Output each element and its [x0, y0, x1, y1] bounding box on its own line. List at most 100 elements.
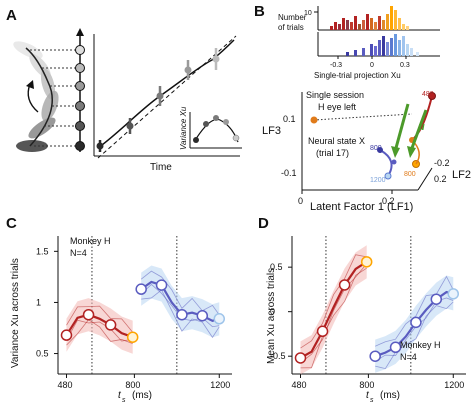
panel-d: D 480 800 1200 -0.5 0 0.5 Mean Xu across tria…	[258, 215, 466, 404]
histogram-x-label: Single-trial projection Xu	[314, 71, 401, 80]
state-trajectory	[25, 47, 53, 147]
lf3-tick: -0.1	[281, 168, 297, 178]
histogram-xtick: 0	[370, 62, 374, 69]
blue-trajectory	[379, 149, 393, 177]
individual-session-line	[66, 319, 133, 342]
data-point	[213, 313, 226, 325]
lf1-tick: 0	[298, 196, 303, 206]
u-vector-arrow	[394, 103, 410, 149]
histogram-y-label-2: of trials	[278, 23, 304, 32]
lf3-tick: 0.1	[283, 114, 296, 124]
projection-dotted-line	[313, 113, 413, 121]
chart-d-y-label: Mean Xu across trials	[266, 268, 277, 364]
data-point	[135, 283, 147, 295]
data-point	[104, 319, 117, 331]
up-arrow-icon	[76, 28, 84, 36]
data-point	[447, 288, 460, 300]
state-ellipse	[28, 117, 56, 139]
data-point	[126, 331, 139, 343]
linear-reference-line	[97, 35, 237, 159]
inset-dot	[213, 115, 219, 121]
rotation-schematic	[13, 41, 59, 152]
data-point	[60, 329, 73, 341]
arrowhead-icon	[391, 146, 400, 158]
chart-d-annotation-n: N=4	[400, 352, 417, 362]
y-tick-label: 0.5	[36, 349, 49, 359]
inset-dot	[223, 119, 229, 125]
histogram-top: 10	[304, 6, 440, 31]
histogram-ytick: 10	[304, 10, 312, 17]
x-tick-label: 480	[57, 380, 72, 390]
data-point	[176, 308, 188, 321]
chart-d-x-label-unit: (ms)	[380, 390, 400, 401]
histogram-y-label-1: Number	[278, 13, 307, 22]
inset-y-label: Variance Xu	[179, 106, 188, 150]
y-tick-label: 1.5	[36, 246, 49, 256]
time-label: 1200	[370, 177, 386, 184]
y-tick-label: 1	[36, 297, 41, 307]
data-point	[196, 309, 209, 322]
lf2-axis	[417, 167, 433, 191]
individual-session-line	[375, 275, 454, 347]
x-tick-label: 1200	[444, 380, 464, 390]
individual-session-line	[66, 319, 133, 346]
y-tick-label: 0.5	[270, 262, 283, 272]
x-axis-label-time: Time	[150, 162, 172, 173]
chart-c-y-label: Variance Xu across trials	[10, 258, 21, 368]
mean-dot	[184, 66, 192, 74]
histogram-bars-blue	[346, 34, 419, 56]
time-label: 480	[422, 91, 434, 98]
state-dot	[75, 121, 85, 131]
variance-inset: Variance Xu	[179, 106, 242, 150]
u-vector-arrow	[410, 109, 428, 149]
neural-state-label: Neural state X	[308, 136, 365, 146]
lf1-tick: 0.2	[382, 196, 395, 206]
trajectory-dot	[391, 159, 397, 165]
x-tick-label: 800	[125, 380, 140, 390]
state-dot	[75, 81, 85, 91]
histogram-bars-red	[330, 6, 409, 30]
data-point	[410, 316, 422, 329]
lf1-label: Latent Factor 1 (LF1)	[310, 201, 413, 213]
panel-a: A	[6, 7, 242, 173]
time-label: 800	[404, 171, 416, 178]
panel-a-time-plot: Time Variance Xu	[93, 34, 242, 173]
series-line	[299, 260, 368, 359]
time-label: 800	[370, 145, 382, 152]
individual-session-line	[300, 254, 367, 349]
trajectory-start-dot	[428, 92, 436, 100]
inset-dot	[203, 121, 209, 127]
lf3-label: LF3	[262, 125, 281, 137]
chart-d-x-label-sub: s	[370, 397, 374, 404]
data-point	[155, 279, 168, 291]
session-label: Single session	[306, 90, 364, 100]
panel-c-label: C	[6, 215, 17, 232]
timeline-dot-column	[75, 28, 85, 152]
chart-d: 480 800 1200 -0.5 0 0.5	[270, 236, 466, 390]
chart-d-x-label-main: t	[366, 390, 370, 401]
chart-c-x-label-main: t	[118, 390, 122, 401]
state-dot	[75, 141, 85, 151]
arrowhead-icon	[407, 146, 416, 158]
histogram-xtick: -0.3	[330, 62, 342, 69]
state-ellipse	[41, 90, 59, 122]
data-point	[360, 256, 373, 268]
chart-c-x-label-unit: (ms)	[132, 390, 152, 401]
mean-dot	[212, 55, 220, 63]
session-label: H eye left	[318, 102, 357, 112]
chart-c-annotation-n: N=4	[70, 248, 87, 258]
inset-dot	[232, 134, 240, 142]
data-point	[316, 325, 329, 338]
panel-b-label: B	[254, 3, 265, 20]
data-point	[369, 350, 381, 362]
lf2-tick: 0.2	[434, 174, 447, 184]
projection-curve	[97, 39, 235, 149]
confidence-band	[141, 265, 220, 338]
data-point	[430, 293, 443, 305]
trajectory-dot	[377, 147, 383, 153]
x-tick-label: 800	[359, 380, 374, 390]
mean-dot	[156, 92, 164, 100]
data-point	[294, 352, 307, 364]
histogram-xtick: 0.3	[400, 62, 410, 69]
